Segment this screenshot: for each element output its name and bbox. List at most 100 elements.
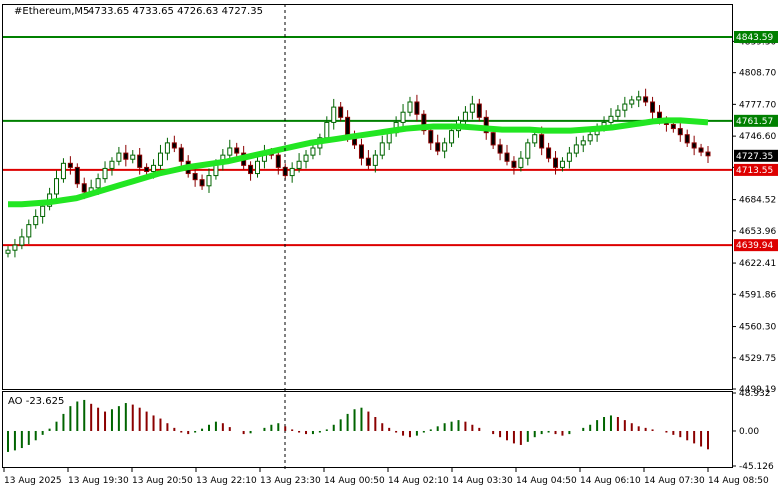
y-tick-label: 4499.19 <box>739 385 776 395</box>
y-tick-label: 4560.30 <box>739 323 776 333</box>
candle-body <box>629 99 635 105</box>
candle-body <box>462 111 468 121</box>
moving-average-line <box>8 117 709 208</box>
candle-body <box>691 142 697 149</box>
candle-body <box>677 128 683 136</box>
candle-body <box>345 116 351 136</box>
candle-body <box>171 142 177 149</box>
x-tick-label: 13 Aug 23:30 <box>260 476 321 486</box>
candle-body <box>643 96 649 103</box>
candle-body <box>157 152 163 166</box>
candle-body <box>95 178 101 189</box>
candle-body <box>532 134 538 144</box>
candle-body <box>615 109 621 117</box>
candle-body <box>504 152 510 162</box>
candle-body <box>442 142 448 152</box>
candle-body <box>525 142 531 159</box>
candle-body <box>400 111 406 123</box>
candles <box>5 88 711 258</box>
x-tick-label: 14 Aug 03:30 <box>452 476 513 486</box>
candle-body <box>365 157 371 166</box>
candle-body <box>670 123 676 130</box>
candle-body <box>449 130 455 144</box>
candle-body <box>12 244 18 251</box>
candle-body <box>109 160 115 169</box>
candle-body <box>421 113 427 132</box>
candle-body <box>497 144 503 154</box>
candle-body <box>559 160 565 168</box>
candle-body <box>428 130 434 144</box>
candle-body <box>310 147 316 156</box>
candle-body <box>151 164 157 172</box>
candle-body <box>698 147 704 153</box>
ao-tick-label: 48.932 <box>739 389 771 399</box>
candle-body <box>636 96 642 101</box>
candle-body <box>123 152 129 160</box>
ao-title: AO -23.625 <box>8 396 64 407</box>
x-tick-label: 14 Aug 04:50 <box>516 476 577 486</box>
candle-body <box>414 101 420 115</box>
candle-body <box>227 147 233 156</box>
level-price-label: 4639.94 <box>736 241 773 251</box>
ao-axis: 48.932 0.00 -45.126 <box>732 389 774 472</box>
candle-body <box>289 167 295 177</box>
candle-body <box>518 157 524 168</box>
candle-body <box>192 173 198 181</box>
x-tick-label: 13 Aug 2025 <box>4 476 62 486</box>
candle-body <box>248 164 254 175</box>
level-price-tag <box>734 239 778 252</box>
candle-body <box>33 215 39 226</box>
level-price-tag <box>734 31 778 44</box>
candle-body <box>54 178 60 195</box>
candle-body <box>622 103 628 111</box>
candle-body <box>102 167 108 180</box>
candle-body <box>255 160 261 175</box>
candle-body <box>130 154 136 160</box>
candle-body <box>331 106 337 123</box>
candle-body <box>206 175 212 187</box>
y-tick-label: 4591.86 <box>739 290 776 300</box>
candle-body <box>199 179 205 187</box>
candle-body <box>469 103 475 113</box>
x-tick-label: 13 Aug 22:10 <box>196 476 257 486</box>
candle-body <box>566 152 572 162</box>
x-tick-label: 14 Aug 06:10 <box>580 476 641 486</box>
candle-body <box>303 154 309 162</box>
candle-body <box>234 147 240 154</box>
main-panel <box>2 4 733 390</box>
candle-body <box>435 142 441 152</box>
y-tick-label: 4653.96 <box>739 227 776 237</box>
y-tick-label: 4808.70 <box>739 69 776 79</box>
candle-body <box>580 140 586 146</box>
candle-body <box>116 152 122 162</box>
candle-body <box>546 147 552 159</box>
candle-body <box>81 183 87 193</box>
candle-body <box>587 134 593 142</box>
candle-body <box>275 154 281 168</box>
x-tick-label: 14 Aug 07:30 <box>644 476 705 486</box>
ao-histogram <box>7 399 709 452</box>
candle-body <box>705 151 711 157</box>
candle-body <box>476 103 482 118</box>
x-tick-label: 13 Aug 20:50 <box>132 476 193 486</box>
candle-body <box>539 134 545 149</box>
x-tick-label: 14 Aug 08:50 <box>708 476 769 486</box>
candle-body <box>338 106 344 118</box>
y-tick-label: 4684.52 <box>739 196 776 206</box>
candle-body <box>144 166 150 172</box>
level-price-label: 4713.55 <box>736 166 773 176</box>
chart-title: #Ethereum,M5 <box>14 6 89 17</box>
x-tick-label: 14 Aug 00:50 <box>324 476 385 486</box>
candle-body <box>67 162 73 168</box>
y-tick-label: 4622.41 <box>739 259 776 269</box>
ao-tick-label: 0.00 <box>739 427 759 437</box>
candle-body <box>684 134 690 144</box>
candle-body <box>5 249 11 254</box>
candle-body <box>379 142 385 156</box>
candle-body <box>511 160 517 168</box>
y-tick-label: 4529.75 <box>739 354 776 364</box>
x-tick-label: 13 Aug 19:30 <box>68 476 129 486</box>
candle-body <box>19 236 25 246</box>
candle-body <box>74 166 80 185</box>
